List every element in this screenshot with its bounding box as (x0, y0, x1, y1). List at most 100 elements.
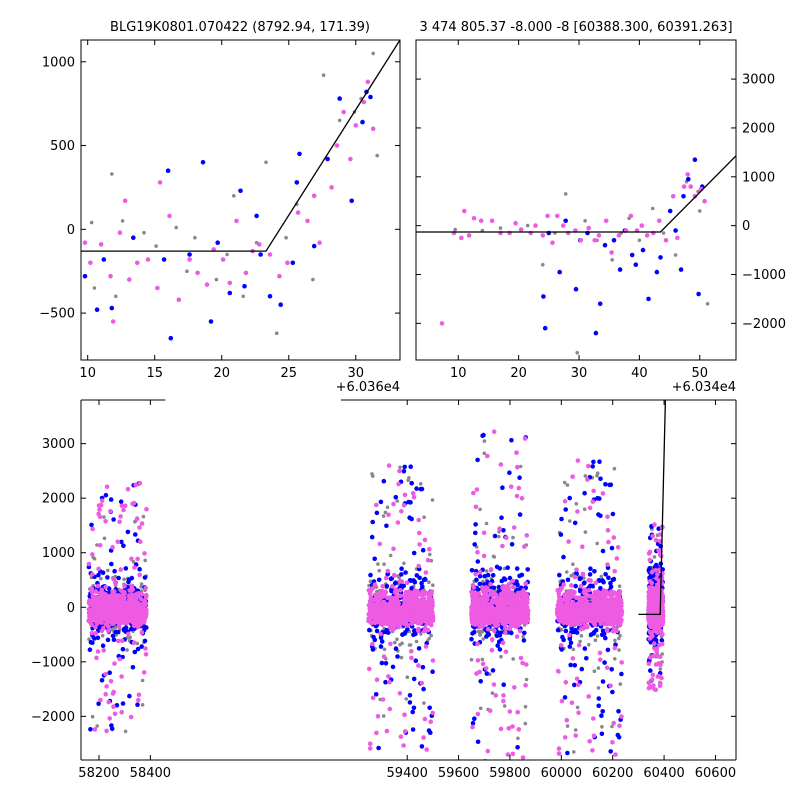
data-point-gray (599, 574, 604, 579)
data-point-blue (648, 668, 653, 673)
data-point-blue (597, 459, 602, 465)
data-point-blue (678, 267, 684, 272)
x-tick-label: 20 (510, 366, 527, 381)
data-point-magenta (421, 735, 426, 740)
data-point-blue (590, 464, 595, 469)
data-point-magenta (402, 712, 407, 717)
data-point-blue (596, 696, 602, 701)
data-point-blue (393, 494, 399, 500)
data-point-magenta (615, 545, 621, 550)
data-point-gray (122, 577, 126, 582)
data-point-magenta (329, 185, 334, 190)
data-point-blue (500, 485, 505, 491)
data-point-magenta (591, 595, 597, 600)
data-point-magenta (590, 499, 596, 504)
data-point-magenta (383, 575, 389, 581)
data-point-magenta (365, 79, 371, 85)
data-point-magenta (613, 752, 618, 757)
data-point-blue (541, 294, 546, 299)
data-point-magenta (502, 587, 507, 593)
data-point-magenta (109, 610, 115, 616)
x-tick-label: 10 (450, 366, 467, 381)
data-point-magenta (663, 238, 669, 243)
data-point-blue (654, 269, 660, 275)
data-point-blue (258, 252, 263, 257)
data-point-gray (492, 555, 497, 559)
y-tick-label: 0 (742, 219, 750, 234)
data-point-magenta (416, 598, 421, 603)
data-point-blue (367, 627, 372, 633)
data-point-blue (667, 208, 673, 214)
data-point-magenta (305, 218, 310, 224)
data-point-blue (360, 119, 365, 125)
data-point-gray (583, 474, 588, 478)
data-point-blue (94, 307, 100, 313)
data-point-gray (579, 634, 584, 638)
plot-area (81, 40, 400, 341)
data-point-blue (472, 716, 477, 721)
data-point-magenta (118, 567, 123, 572)
data-point-blue (617, 267, 623, 272)
data-point-blue (378, 644, 384, 649)
data-point-magenta (96, 503, 102, 508)
data-point-gray (139, 582, 144, 586)
data-point-magenta (419, 680, 425, 686)
data-point-magenta (417, 542, 422, 547)
data-point-magenta (466, 233, 472, 238)
x-tick-label: 10 (79, 366, 96, 381)
data-point-magenta (592, 238, 597, 243)
data-point-blue (120, 646, 126, 652)
data-point-magenta (118, 514, 123, 519)
data-point-gray (698, 209, 702, 213)
data-point-blue (555, 627, 561, 633)
data-point-gray (562, 480, 567, 485)
data-point-magenta (386, 674, 391, 679)
data-point-gray (582, 576, 586, 580)
data-point-magenta (523, 591, 528, 596)
data-point-gray (402, 561, 406, 566)
data-point-magenta (367, 746, 373, 751)
data-point-magenta (605, 562, 610, 567)
data-point-magenta (122, 198, 128, 204)
data-point-magenta (580, 611, 586, 617)
data-point-blue (109, 561, 114, 567)
data-point-blue (507, 470, 512, 476)
data-point-blue (407, 693, 413, 698)
data-point-magenta (422, 716, 428, 722)
data-point-magenta (422, 537, 428, 543)
data-point-blue (600, 709, 605, 714)
data-point-blue (610, 511, 616, 517)
data-point-magenta (567, 609, 573, 615)
data-point-magenta (487, 708, 493, 713)
data-point-magenta (129, 556, 134, 562)
data-point-gray (395, 499, 400, 503)
x-tick-label: 20 (213, 366, 230, 381)
data-point-magenta (475, 606, 481, 612)
y-tick-label: 1000 (42, 55, 75, 70)
data-point-blue (370, 519, 376, 525)
data-point-magenta (586, 225, 591, 231)
data-point-magenta (385, 595, 390, 600)
data-point-magenta (97, 543, 103, 548)
data-point-magenta (380, 697, 386, 702)
data-point-magenta (404, 580, 410, 586)
data-point-magenta (97, 507, 102, 512)
data-point-magenta (558, 607, 564, 613)
data-point-magenta (520, 755, 526, 760)
data-point-blue (132, 649, 138, 655)
data-point-magenta (502, 584, 508, 589)
data-point-magenta (401, 743, 406, 748)
data-point-blue (126, 577, 132, 582)
data-point-blue (600, 679, 606, 684)
data-point-gray (478, 631, 482, 636)
data-point-magenta (123, 604, 129, 611)
data-point-gray (518, 464, 523, 469)
data-point-gray (337, 118, 342, 123)
data-point-blue (598, 585, 603, 591)
data-point-magenta (416, 563, 422, 569)
data-point-magenta (143, 585, 148, 591)
data-point-magenta (545, 213, 550, 219)
data-point-magenta (119, 674, 124, 679)
data-point-magenta (509, 609, 515, 616)
data-point-magenta (524, 533, 530, 538)
